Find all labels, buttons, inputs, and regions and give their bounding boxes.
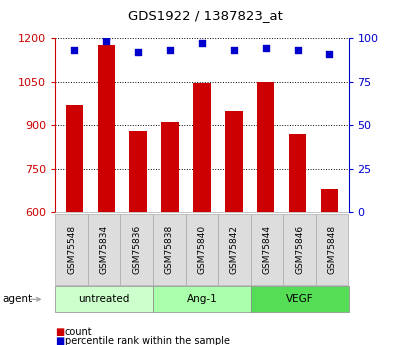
Point [262, 46, 268, 51]
Text: GSM75848: GSM75848 [327, 225, 336, 274]
Text: GSM75834: GSM75834 [99, 225, 108, 274]
Text: percentile rank within the sample: percentile rank within the sample [65, 336, 229, 345]
Text: ■: ■ [55, 327, 65, 337]
Bar [288, 134, 306, 212]
Text: count: count [65, 327, 92, 337]
Bar [193, 83, 210, 212]
Text: agent: agent [2, 294, 32, 304]
Text: GSM75836: GSM75836 [132, 225, 141, 274]
Point [103, 39, 109, 44]
Text: VEGF: VEGF [285, 294, 313, 304]
Point [71, 47, 78, 53]
Point [294, 47, 300, 53]
Point [198, 40, 205, 46]
Text: GSM75842: GSM75842 [229, 225, 238, 274]
Bar [97, 45, 115, 212]
Text: GDS1922 / 1387823_at: GDS1922 / 1387823_at [127, 9, 282, 22]
Text: ■: ■ [55, 336, 65, 345]
Bar [161, 122, 178, 212]
Bar [320, 189, 337, 212]
Bar [129, 131, 146, 212]
Bar [256, 82, 274, 212]
Text: Ang-1: Ang-1 [186, 294, 217, 304]
Point [325, 51, 332, 56]
Text: GSM75846: GSM75846 [294, 225, 303, 274]
Bar [65, 105, 83, 212]
Point [135, 49, 141, 55]
Bar [225, 110, 242, 212]
Text: GSM75840: GSM75840 [197, 225, 206, 274]
Point [230, 47, 236, 53]
Text: untreated: untreated [79, 294, 130, 304]
Text: GSM75838: GSM75838 [164, 225, 173, 274]
Text: GSM75548: GSM75548 [67, 225, 76, 274]
Text: GSM75844: GSM75844 [262, 225, 271, 274]
Point [166, 47, 173, 53]
